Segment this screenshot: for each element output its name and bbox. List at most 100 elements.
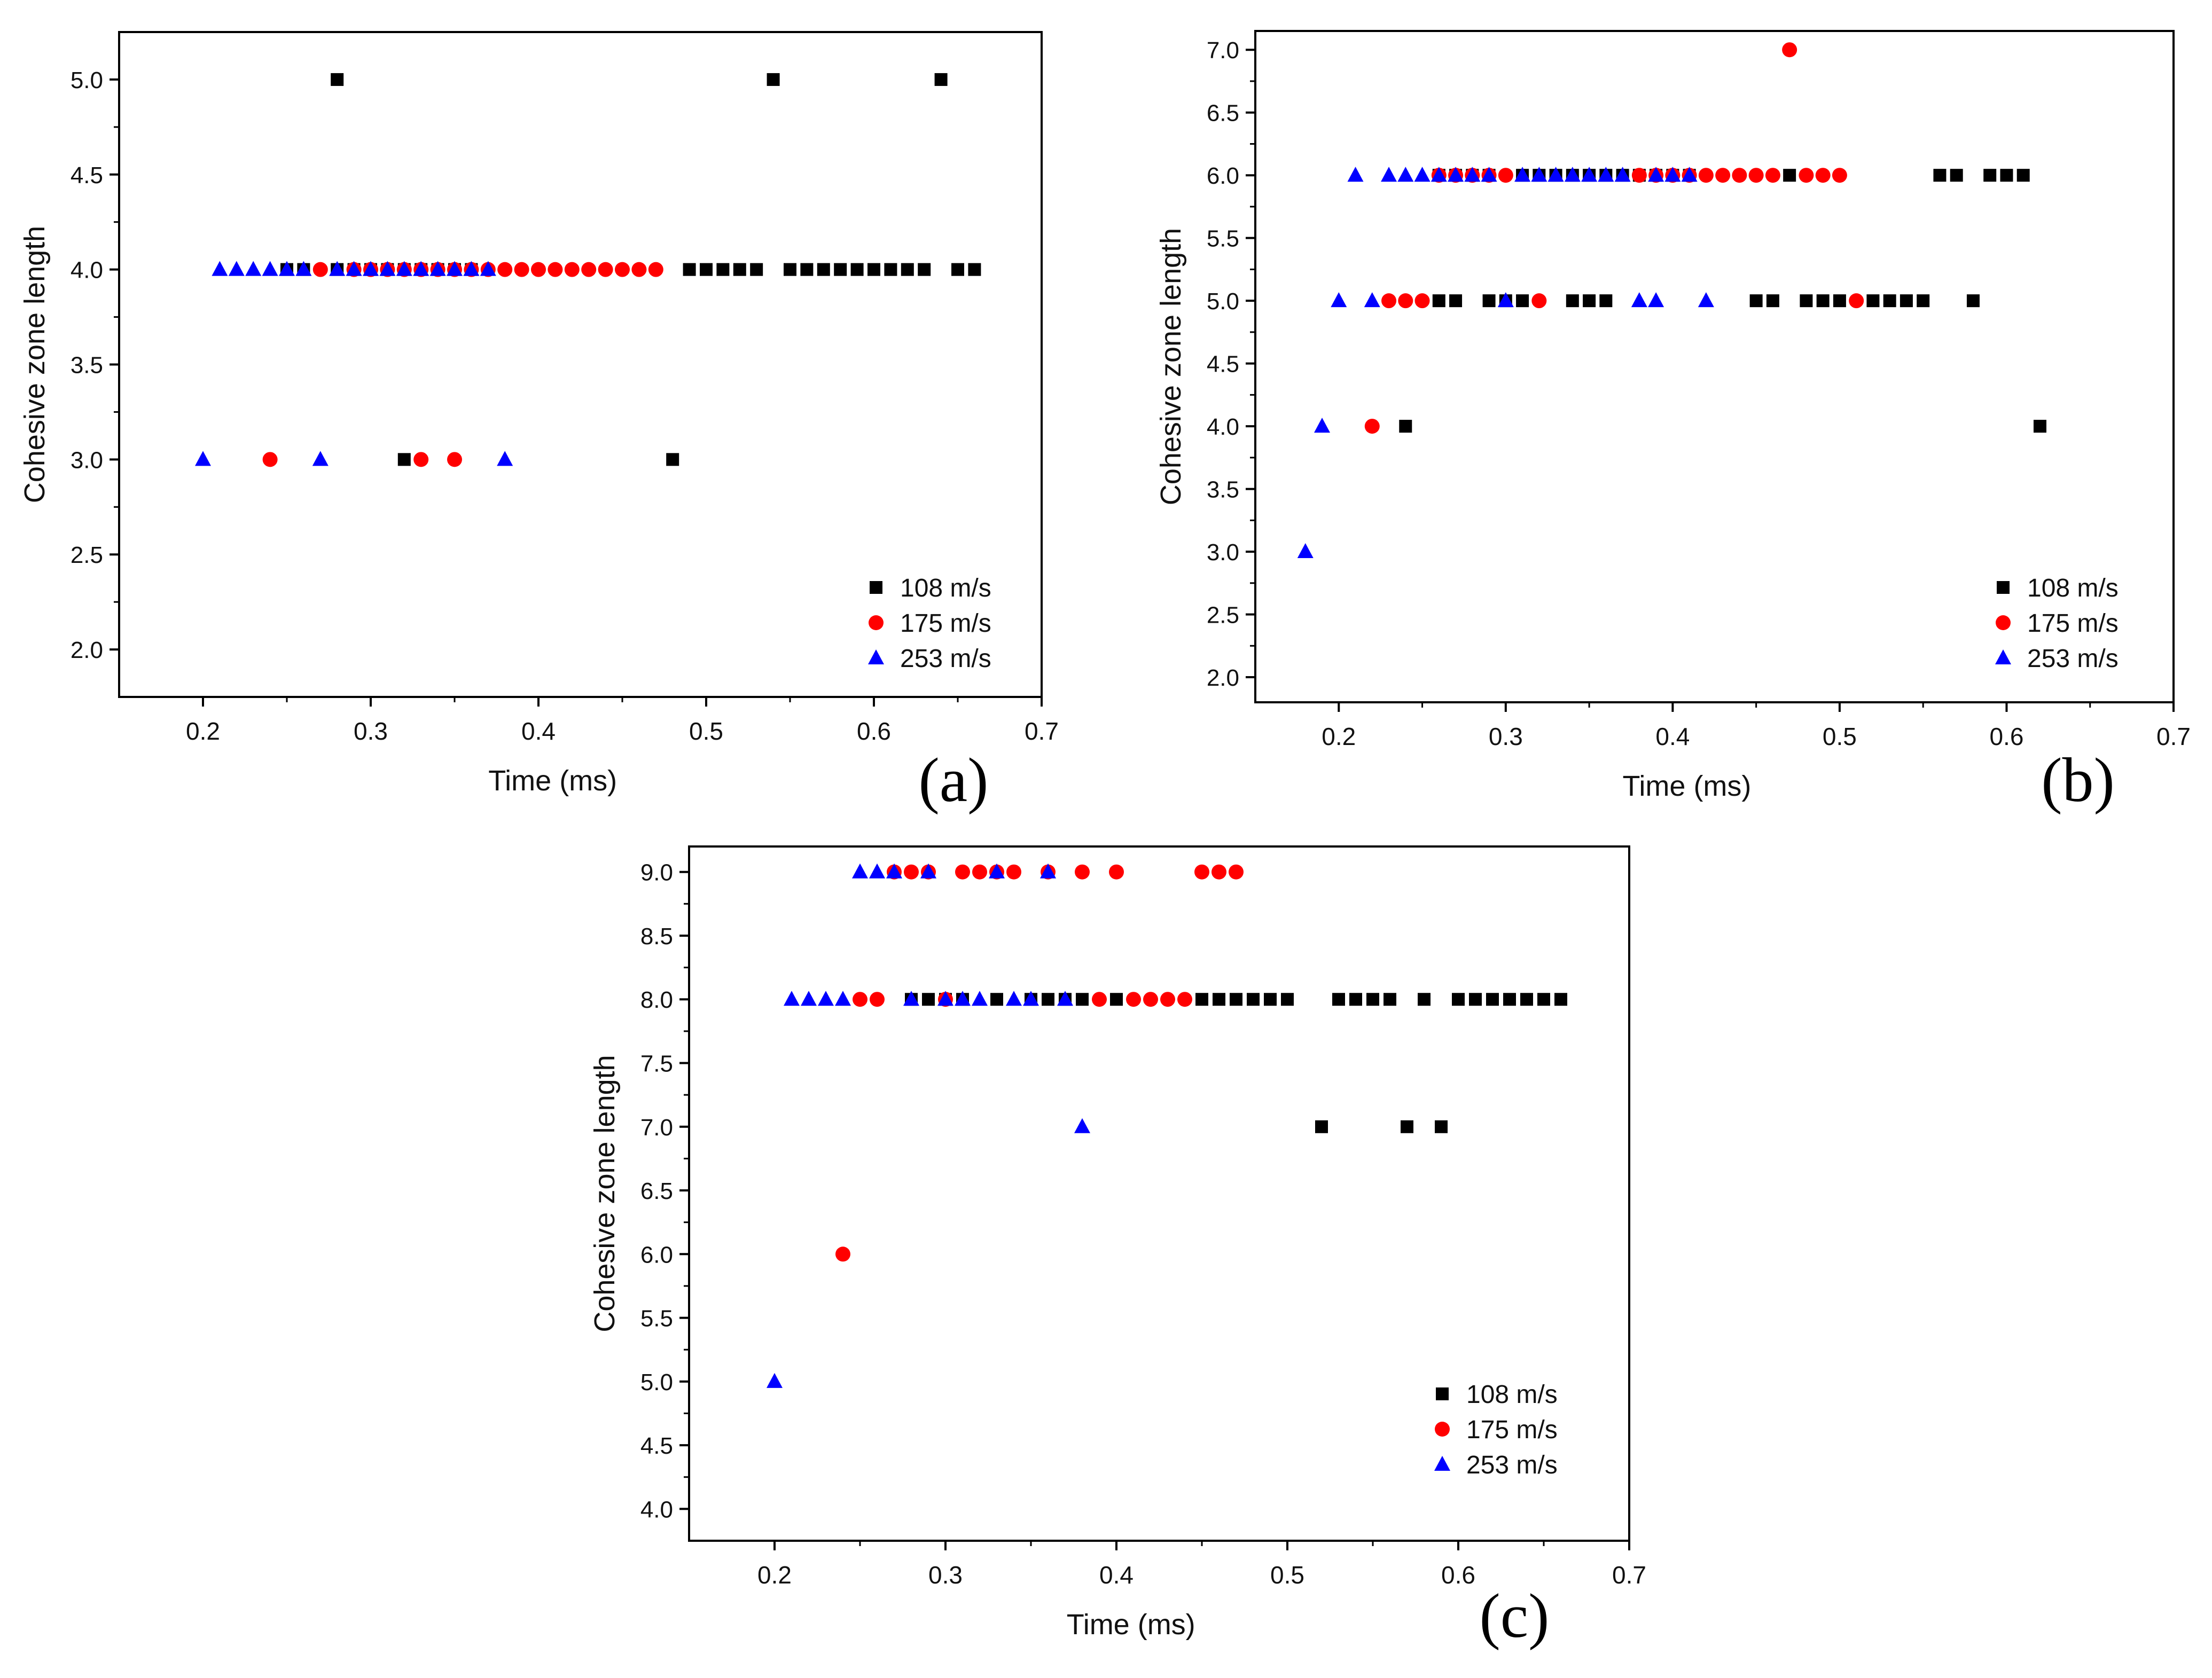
series-253-m-s [1297, 167, 1714, 559]
y-tick-label: 7.0 [1207, 37, 1239, 64]
y-tick-label: 6.0 [1207, 163, 1239, 189]
data-point [1849, 293, 1864, 309]
data-point [1648, 292, 1664, 308]
data-point [1006, 991, 1022, 1006]
y-tick-label: 6.5 [1207, 100, 1239, 127]
data-point [581, 262, 597, 277]
data-point [497, 262, 513, 277]
data-point [1195, 993, 1208, 1006]
data-point [1431, 167, 1447, 182]
data-point [1537, 993, 1550, 1006]
data-point [1598, 167, 1614, 182]
data-point [396, 261, 412, 276]
data-point [884, 263, 897, 276]
x-axis-label: Time (ms) [1067, 1609, 1195, 1641]
data-point [1418, 993, 1431, 1006]
data-point [598, 262, 613, 277]
data-point [700, 263, 713, 276]
data-point [951, 263, 964, 276]
x-tick-label: 0.4 [1099, 1561, 1134, 1589]
data-point [1399, 420, 1412, 433]
data-point [886, 863, 902, 879]
data-point [1766, 294, 1779, 308]
data-point [1782, 42, 1797, 58]
data-point [648, 262, 663, 277]
series-108-m-s [905, 993, 1567, 1133]
data-point [514, 262, 529, 277]
data-point [1464, 167, 1481, 182]
y-tick-label: 7.5 [640, 1051, 673, 1077]
x-axis-label: Time (ms) [1622, 770, 1751, 802]
data-point [784, 991, 800, 1006]
data-point [1349, 993, 1362, 1006]
data-point [989, 863, 1005, 879]
data-point [1531, 167, 1547, 182]
data-point [1314, 418, 1331, 433]
x-tick-label: 0.7 [2156, 723, 2191, 750]
y-tick-label: 5.0 [640, 1369, 673, 1395]
data-point [497, 451, 513, 466]
x-tick-label: 0.7 [1025, 717, 1059, 745]
data-point [1698, 292, 1714, 308]
chart-panel-c: 0.2 0.3 0.4 0.5 0.6 0.7 4.0 4.5 5.0 5.5 6.0 6.5 7.0 7… [566, 806, 1741, 1678]
data-point [2016, 169, 2030, 182]
data-point [1900, 294, 1913, 308]
data-point [1681, 167, 1698, 182]
x-tick-label: 0.2 [757, 1561, 792, 1589]
data-point [1281, 993, 1294, 1006]
data-point [413, 261, 429, 276]
data-point [615, 262, 630, 277]
data-point [1432, 294, 1445, 308]
data-point [1177, 992, 1192, 1007]
data-point [1143, 992, 1158, 1007]
data-point [1883, 294, 1896, 308]
x-tick-label: 0.7 [1612, 1561, 1646, 1589]
data-point [1398, 293, 1413, 309]
y-tick-label: 5.0 [71, 67, 103, 93]
data-point [853, 992, 867, 1007]
series-175-m-s [262, 262, 663, 467]
data-point [1126, 992, 1141, 1007]
data-point [1110, 993, 1123, 1006]
chart-panel-b: 0.2 0.3 0.4 0.5 0.6 0.7 2.0 2.5 3.0 3.5 4.0 4.5 5.0 5… [1127, 0, 2212, 833]
data-point [329, 261, 346, 276]
data-point [564, 262, 580, 277]
data-point [1481, 167, 1497, 182]
data-point [346, 261, 362, 276]
data-point [767, 1373, 783, 1388]
series-108-m-s [1399, 169, 2046, 433]
data-point [1531, 293, 1547, 309]
data-point [463, 261, 480, 276]
x-tick-label: 0.5 [689, 717, 723, 745]
data-point [363, 261, 379, 276]
y-tick-label: 4.0 [640, 1496, 673, 1523]
legend-label: 253 m/s [2027, 645, 2119, 673]
y-tick-label: 4.0 [71, 257, 103, 284]
legend-marker [870, 581, 882, 594]
data-point [1664, 167, 1681, 182]
legend-marker [1996, 615, 2011, 630]
data-point [1414, 167, 1431, 182]
data-point [379, 261, 396, 276]
x-tick-label: 0.4 [1655, 723, 1690, 750]
y-tick-label: 4.5 [640, 1433, 673, 1459]
x-tick-label: 0.2 [186, 717, 220, 745]
data-point [1498, 168, 1513, 183]
legend: 108 m/s 175 m/s 253 m/s [1434, 1381, 1558, 1479]
legend-label: 175 m/s [2027, 609, 2119, 638]
y-tick-label: 2.0 [1207, 665, 1239, 691]
data-point [1435, 1120, 1448, 1133]
legend-label: 108 m/s [900, 574, 991, 602]
data-point [922, 993, 935, 1006]
data-point [920, 863, 936, 879]
data-point [1229, 864, 1244, 880]
data-point [901, 263, 914, 276]
y-tick-label: 3.5 [71, 352, 103, 379]
data-point [972, 864, 987, 880]
data-point [1230, 993, 1242, 1006]
data-point [1917, 294, 1930, 308]
data-point [767, 73, 780, 86]
data-point [1783, 169, 1796, 182]
data-point [1469, 993, 1482, 1006]
data-point [1583, 294, 1596, 308]
